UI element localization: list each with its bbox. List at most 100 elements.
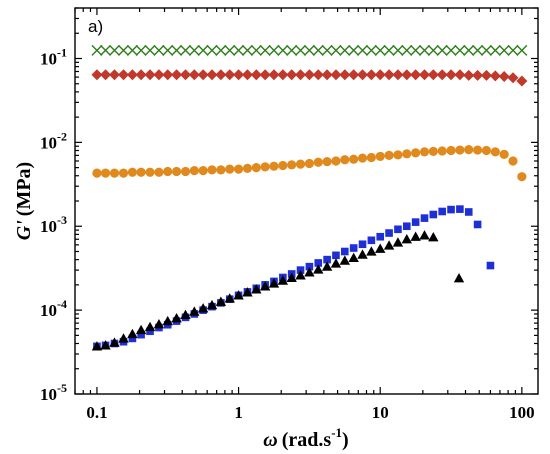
data-point [331, 156, 341, 166]
data-point [401, 44, 413, 56]
data-point [463, 44, 475, 56]
data-point [436, 44, 448, 56]
data-point [305, 262, 314, 271]
data-point [411, 218, 420, 226]
data-point [118, 44, 129, 56]
data-point [100, 44, 112, 56]
data-point [366, 246, 377, 256]
data-point [419, 230, 430, 240]
data-point [321, 261, 333, 271]
x-tick-label: 1 [234, 403, 243, 422]
data-point [197, 303, 209, 313]
data-point [171, 44, 183, 56]
data-point [463, 69, 475, 81]
data-point [171, 166, 182, 177]
data-point [277, 69, 289, 81]
data-point [516, 75, 528, 87]
data-point [91, 341, 103, 351]
data-point [295, 69, 307, 81]
x-tick-label: 10 [372, 403, 389, 422]
data-point [153, 69, 165, 81]
data-point [295, 159, 306, 169]
data-point [472, 69, 484, 81]
data-point [242, 287, 253, 297]
data-point [375, 151, 385, 162]
data-point [516, 44, 528, 56]
data-point [242, 163, 253, 173]
data-point [312, 44, 324, 56]
data-point [268, 44, 280, 56]
data-point [108, 69, 120, 81]
data-point [321, 69, 333, 81]
data-point [304, 158, 314, 169]
data-point [383, 240, 395, 250]
data-point [241, 69, 253, 81]
data-point [486, 261, 495, 270]
data-point [419, 147, 430, 157]
data-point [330, 258, 342, 268]
y-tick-labels: 10-5 10-4 10-3 10-2 10-1 [40, 45, 67, 404]
data-point [410, 44, 422, 56]
data-point [332, 251, 340, 260]
x-series [91, 44, 528, 56]
data-point [481, 145, 492, 156]
data-point [269, 161, 279, 171]
data-point [278, 160, 288, 171]
data-point [128, 334, 137, 343]
data-point [180, 69, 192, 81]
data-point [357, 69, 369, 81]
data-point [455, 145, 465, 155]
data-point [322, 156, 332, 167]
data-point [489, 44, 501, 56]
data-point [341, 247, 349, 256]
data-point [233, 44, 245, 56]
data-point [313, 264, 324, 274]
data-point [456, 205, 464, 213]
x-axis-title: ω (rad.s-1) [263, 425, 348, 451]
data-point [286, 272, 297, 282]
data-point [268, 69, 280, 81]
data-point [295, 270, 306, 280]
data-point [489, 70, 501, 82]
data-point [224, 69, 236, 81]
data-point [206, 44, 218, 56]
data-point [251, 284, 262, 294]
data-point [436, 69, 448, 81]
data-point [118, 333, 129, 343]
data-point [146, 327, 154, 336]
data-point [197, 69, 209, 81]
data-point [127, 328, 138, 339]
data-point [447, 205, 455, 214]
data-point [323, 255, 331, 264]
data-point [376, 232, 385, 241]
data-point [277, 44, 289, 56]
data-point [303, 69, 315, 81]
data-point [348, 252, 359, 263]
data-point [517, 172, 527, 182]
y-tick-label: 10-1 [40, 45, 67, 68]
data-point [171, 69, 183, 81]
data-point [383, 44, 395, 56]
data-point [127, 167, 138, 177]
circle-series [92, 145, 527, 182]
data-point [277, 275, 289, 285]
data-point [303, 44, 315, 56]
data-point [268, 278, 280, 288]
data-point [100, 69, 112, 81]
data-point [437, 146, 447, 156]
data-point [498, 44, 510, 56]
data-point [144, 44, 156, 56]
data-point [251, 163, 261, 173]
data-point [429, 210, 438, 219]
data-point [384, 150, 394, 160]
data-point [402, 222, 411, 231]
data-point [410, 231, 421, 241]
data-point [216, 165, 226, 175]
data-point [321, 44, 333, 56]
data-point [454, 44, 466, 56]
axis-ticks [74, 7, 538, 395]
data-point [91, 69, 103, 81]
data-point [206, 299, 218, 310]
y-axis-title: G'(MPa) [13, 162, 35, 240]
